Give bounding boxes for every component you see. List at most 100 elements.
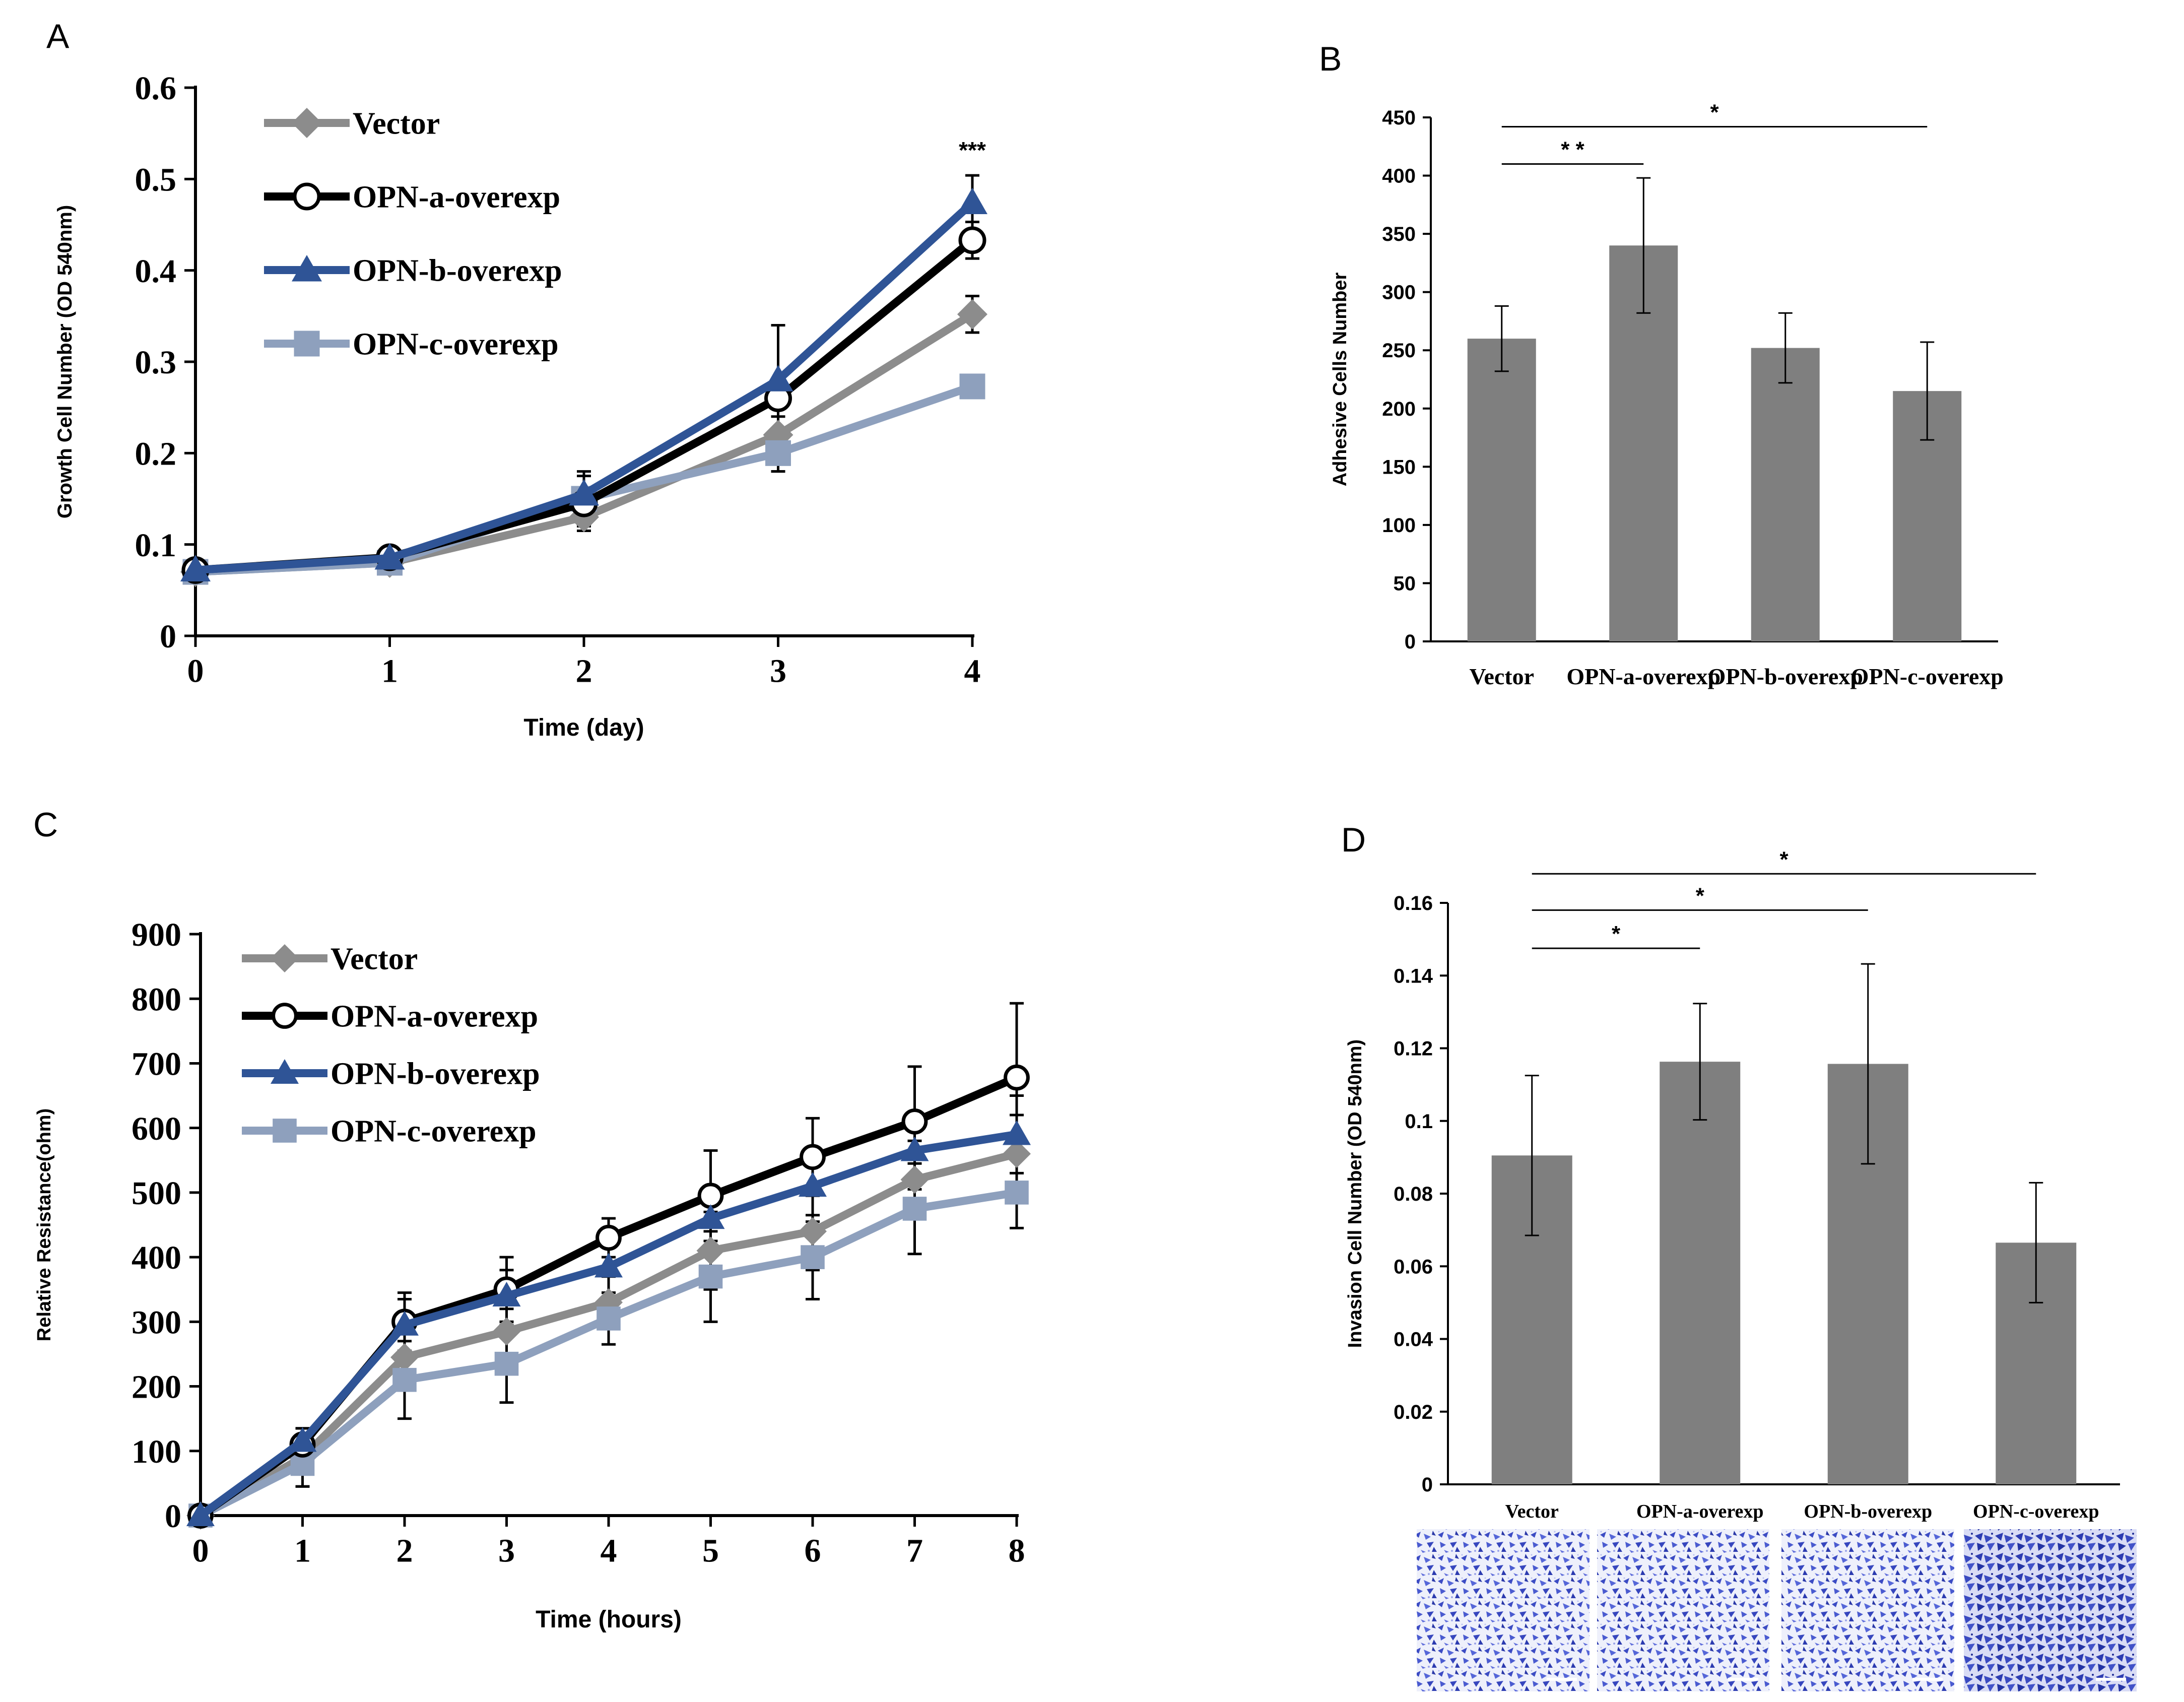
micrograph-opn-b bbox=[1781, 1529, 1954, 1691]
data-point bbox=[392, 1367, 417, 1392]
y-tick-label: 900 bbox=[131, 917, 181, 953]
x-tick-label: 7 bbox=[906, 1532, 923, 1569]
data-point bbox=[957, 299, 987, 330]
legend-marker bbox=[292, 255, 322, 282]
data-point bbox=[390, 1343, 419, 1371]
y-tick-label: 300 bbox=[131, 1304, 181, 1341]
category-label: OPN-a-overexp bbox=[1636, 1501, 1764, 1522]
data-point bbox=[900, 1136, 929, 1161]
y-tick-label: 0.16 bbox=[1394, 892, 1433, 914]
data-point bbox=[901, 1108, 928, 1135]
data-point bbox=[959, 373, 985, 400]
category-label: OPN-c-overexp bbox=[1973, 1501, 2099, 1522]
data-point bbox=[597, 1306, 621, 1331]
y-tick-label: 0.04 bbox=[1394, 1329, 1433, 1351]
data-point bbox=[696, 1204, 725, 1229]
y-tick-label: 400 bbox=[131, 1239, 181, 1276]
significance-label: * bbox=[1779, 847, 1789, 872]
x-tick-label: 4 bbox=[601, 1532, 617, 1569]
legend-marker bbox=[292, 108, 322, 138]
data-point bbox=[698, 1264, 723, 1289]
data-point bbox=[801, 1245, 825, 1269]
y-tick-label: 600 bbox=[131, 1110, 181, 1147]
y-tick-label: 0.4 bbox=[135, 253, 177, 290]
y-tick-label: 0.3 bbox=[135, 344, 177, 381]
y-axis-label: Invasion Cell Number (OD 540nm) bbox=[1345, 1039, 1366, 1348]
data-point bbox=[492, 1282, 521, 1307]
y-tick-label: 0 bbox=[1422, 1474, 1433, 1496]
y-tick-label: 150 bbox=[1382, 456, 1416, 478]
y-tick-label: 0.2 bbox=[135, 435, 177, 472]
micrograph-opn-a bbox=[1597, 1529, 1769, 1691]
micrograph-vector bbox=[1417, 1529, 1590, 1691]
y-tick-label: 0 bbox=[1405, 631, 1416, 653]
legend-label: Vector bbox=[330, 942, 418, 976]
x-tick-label: 4 bbox=[964, 652, 981, 689]
x-tick-label: 6 bbox=[805, 1532, 821, 1569]
y-tick-label: 100 bbox=[1382, 514, 1416, 537]
x-tick-label: 8 bbox=[1009, 1532, 1025, 1569]
panel-label-d: D bbox=[1341, 821, 1366, 859]
y-tick-label: 0.08 bbox=[1394, 1183, 1433, 1205]
data-point bbox=[1005, 1181, 1029, 1205]
scale-bar-vector bbox=[1547, 1678, 1577, 1681]
y-axis-label: Growth Cell Number (OD 540nm) bbox=[54, 205, 76, 518]
x-tick-label: 3 bbox=[770, 652, 786, 689]
data-point bbox=[186, 1501, 215, 1526]
panel-label-a: A bbox=[46, 17, 70, 55]
y-tick-label: 50 bbox=[1394, 572, 1416, 595]
data-point bbox=[374, 543, 405, 570]
data-point bbox=[288, 1427, 317, 1452]
y-tick-label: 200 bbox=[131, 1369, 181, 1406]
panel-label-b: B bbox=[1319, 40, 1342, 78]
data-point bbox=[1004, 1064, 1030, 1091]
y-axis-label: Relative Resistance(ohm) bbox=[34, 1108, 55, 1342]
data-point bbox=[900, 1165, 929, 1194]
y-tick-label: 300 bbox=[1382, 282, 1416, 304]
data-point bbox=[765, 440, 791, 466]
data-point bbox=[1003, 1139, 1031, 1168]
data-point bbox=[390, 1311, 419, 1336]
category-label: OPN-c-overexp bbox=[1851, 664, 2004, 689]
bar bbox=[1660, 1062, 1741, 1484]
y-tick-label: 0 bbox=[160, 618, 176, 655]
y-tick-label: 0.6 bbox=[135, 70, 177, 107]
legend-label: OPN-b-overexp bbox=[353, 254, 562, 288]
legend-marker bbox=[273, 1119, 297, 1143]
significance-label: * * bbox=[1561, 137, 1584, 162]
significance-label: * bbox=[1710, 100, 1719, 124]
x-tick-label: 1 bbox=[381, 652, 398, 689]
y-tick-label: 400 bbox=[1382, 165, 1416, 187]
x-tick-label: 5 bbox=[702, 1532, 719, 1569]
x-tick-label: 0 bbox=[187, 652, 204, 689]
data-point bbox=[957, 187, 987, 214]
data-point bbox=[492, 1317, 521, 1346]
category-label: Vector bbox=[1469, 664, 1534, 689]
y-tick-label: 0.14 bbox=[1394, 965, 1433, 987]
category-label: OPN-a-overexp bbox=[1566, 664, 1720, 689]
y-tick-label: 200 bbox=[1382, 398, 1416, 420]
legend-marker bbox=[272, 1003, 298, 1029]
legend-label: OPN-b-overexp bbox=[330, 1057, 540, 1091]
y-tick-label: 500 bbox=[131, 1175, 181, 1212]
micrograph-strip bbox=[1417, 1529, 2137, 1691]
y-tick-label: 0.12 bbox=[1394, 1038, 1433, 1060]
data-point bbox=[902, 1197, 927, 1221]
chart-d-invasion: 0 0.02 0.04 0.06 0.08 0.1 0.12 0.14 0.16 Vector OP… bbox=[1345, 847, 2120, 1522]
legend-label: OPN-a-overexp bbox=[353, 180, 560, 215]
legend-marker bbox=[293, 182, 321, 211]
x-tick-label: 2 bbox=[396, 1532, 413, 1569]
y-tick-label: 0.1 bbox=[1405, 1110, 1433, 1133]
data-point bbox=[1003, 1120, 1031, 1145]
scale-bar-opn-b bbox=[1912, 1678, 1943, 1681]
data-point bbox=[763, 365, 793, 391]
legend-label: OPN-c-overexp bbox=[353, 328, 559, 362]
data-point bbox=[595, 1224, 622, 1251]
scale-bar-opn-c bbox=[2096, 1678, 2126, 1681]
chart-a-growth: 0 0.1 0.2 0.3 0.4 0.5 0.6 0 1 2 3 4 Time (day) Growth… bbox=[54, 70, 987, 741]
y-axis-label: Adhesive Cells Number bbox=[1330, 273, 1351, 487]
y-tick-label: 350 bbox=[1382, 223, 1416, 245]
x-tick-label: 3 bbox=[498, 1532, 515, 1569]
data-point bbox=[799, 1217, 827, 1246]
